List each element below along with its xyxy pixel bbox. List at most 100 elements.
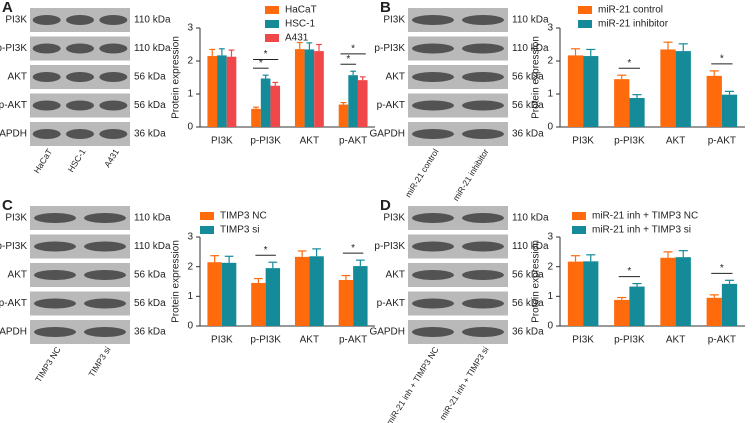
error-bar [341, 274, 351, 281]
error-bar [663, 41, 673, 50]
blot-protein: GAPDH [0, 327, 27, 338]
significance-label: * [351, 43, 355, 54]
bar [614, 79, 630, 127]
blot-band [34, 241, 76, 252]
bar [721, 94, 738, 127]
bar [221, 262, 237, 326]
blot-size: 56 kDa [512, 298, 544, 309]
error-bar [268, 261, 278, 269]
y-axis-label: Protein expression [531, 36, 542, 119]
blot-band [462, 43, 504, 54]
error-bar [359, 76, 366, 81]
blot-protein: p-AKT [0, 100, 27, 111]
bar [294, 256, 310, 326]
y-tick-label: 2 [187, 261, 193, 272]
bar [706, 75, 722, 127]
blot-band [462, 327, 504, 337]
blot-band [462, 129, 504, 139]
blot-size: 56 kDa [134, 72, 166, 83]
legend-label: A431 [285, 33, 309, 44]
blot-band [462, 298, 504, 309]
blot-protein: p-AKT [377, 298, 405, 309]
error-bar [709, 70, 719, 76]
bar [294, 49, 305, 128]
error-bar [632, 94, 642, 98]
error-bar [218, 48, 225, 56]
blot-band [66, 15, 94, 25]
y-tick-label: 0 [547, 122, 553, 133]
bar [660, 49, 676, 128]
legend-label: miR-21 inh + TIMP3 NC [592, 211, 698, 222]
blot-band [412, 270, 454, 280]
bar [217, 55, 227, 127]
blot-band [84, 270, 126, 280]
sample-label: miR-21 inh + TIMP3 si [438, 345, 491, 422]
legend-label: TIMP3 NC [220, 211, 267, 222]
blot-band [84, 298, 126, 309]
bar [226, 56, 237, 127]
bar [270, 85, 281, 127]
blot-size: 110 kDa [134, 213, 171, 224]
blot-protein: PI3K [5, 213, 27, 224]
legend-swatch [572, 226, 586, 234]
blot-size: 110 kDa [512, 213, 549, 224]
blot-size: 110 kDa [512, 241, 549, 252]
legend-swatch [265, 6, 279, 14]
error-bar [224, 255, 234, 263]
x-tick-label: PI3K [572, 136, 594, 147]
legend-label: miR-21 inhibitor [598, 19, 669, 30]
sample-label: HaCaT [32, 147, 55, 175]
blot-band [84, 327, 126, 337]
bar [260, 78, 271, 127]
y-tick-label: 3 [187, 23, 193, 34]
error-bar [228, 49, 235, 57]
legend-swatch [200, 212, 214, 220]
blot-size: 36 kDa [512, 327, 544, 338]
blot-band [99, 100, 128, 111]
bar [675, 51, 691, 127]
blot-protein: p-PI3K [374, 241, 405, 252]
y-tick-label: 2 [547, 261, 553, 272]
legend-swatch [572, 212, 586, 220]
y-axis-label: Protein expression [171, 36, 182, 119]
blot-size: 56 kDa [512, 72, 544, 83]
sample-label: miR-21 control [403, 147, 441, 199]
bar [353, 266, 368, 326]
error-bar [570, 255, 581, 262]
y-tick-label: 0 [547, 321, 553, 332]
legend-swatch [200, 226, 214, 234]
blot-band [462, 72, 504, 82]
y-tick-label: 0 [187, 122, 193, 133]
y-axis-label: Protein expression [531, 240, 542, 323]
x-tick-label: AKT [666, 136, 685, 147]
bar [265, 268, 281, 326]
blot-protein: AKT [386, 72, 405, 83]
blot-band [32, 129, 61, 139]
blot-size: 110 kDa [134, 15, 171, 26]
sample-label: HSC-1 [66, 147, 88, 174]
y-tick-label: 3 [547, 232, 553, 243]
blot-band [412, 129, 454, 139]
legend-label: miR-21 inh + TIMP3 si [592, 225, 691, 236]
bar [614, 299, 630, 326]
blot-band [412, 72, 454, 82]
blot-band [32, 72, 61, 82]
bar [314, 51, 324, 127]
blot-size: 56 kDa [134, 270, 166, 281]
blot-band [412, 327, 454, 337]
blot-size: 36 kDa [134, 327, 166, 338]
significance-label: * [351, 243, 355, 254]
blot-band [412, 100, 454, 111]
x-tick-label: p-AKT [339, 136, 367, 147]
bar [207, 262, 222, 326]
bar [207, 56, 218, 127]
blot-size: 110 kDa [134, 241, 171, 252]
blot-band [32, 15, 61, 25]
significance-label: * [346, 54, 350, 65]
legend-swatch [265, 34, 279, 42]
error-bar [356, 259, 365, 267]
bar [660, 257, 676, 326]
blot-band [412, 298, 454, 309]
significance-label: * [264, 245, 268, 256]
legend-swatch [265, 20, 279, 28]
